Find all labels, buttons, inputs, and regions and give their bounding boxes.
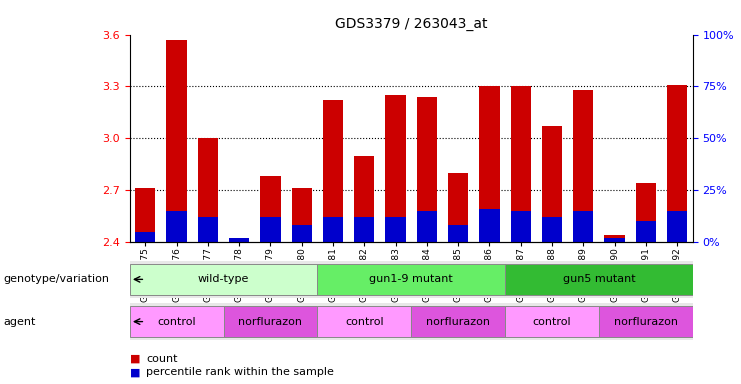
Text: count: count	[146, 354, 178, 364]
Bar	[511, 86, 531, 242]
Bar	[636, 183, 656, 242]
Bar	[667, 211, 688, 242]
Bar	[260, 217, 281, 242]
Bar	[411, 306, 505, 337]
Bar	[323, 217, 343, 242]
Text: percentile rank within the sample: percentile rank within the sample	[146, 367, 334, 377]
Text: ■: ■	[130, 367, 140, 377]
Bar	[135, 232, 156, 242]
Bar	[198, 138, 218, 242]
Bar	[167, 40, 187, 242]
Bar	[260, 176, 281, 242]
Bar	[479, 86, 499, 242]
Bar	[511, 211, 531, 242]
Bar	[542, 126, 562, 242]
Bar	[354, 156, 374, 242]
Text: norflurazon: norflurazon	[426, 316, 491, 327]
Bar	[574, 90, 594, 242]
Bar	[317, 306, 411, 337]
Text: ■: ■	[130, 354, 140, 364]
Bar	[416, 97, 437, 242]
Text: control: control	[533, 316, 571, 327]
Text: gun1-9 mutant: gun1-9 mutant	[369, 274, 453, 285]
Bar	[636, 221, 656, 242]
Bar	[198, 217, 218, 242]
Bar	[605, 235, 625, 242]
Text: genotype/variation: genotype/variation	[4, 274, 110, 285]
Bar	[667, 85, 688, 242]
Text: control: control	[345, 316, 384, 327]
Bar	[317, 264, 505, 295]
Bar	[448, 225, 468, 242]
Bar	[167, 211, 187, 242]
Bar	[542, 217, 562, 242]
Bar	[505, 306, 599, 337]
Bar	[291, 189, 312, 242]
Text: norflurazon: norflurazon	[239, 316, 302, 327]
Title: GDS3379 / 263043_at: GDS3379 / 263043_at	[335, 17, 488, 31]
Bar	[135, 189, 156, 242]
Bar	[599, 306, 693, 337]
Bar	[505, 264, 693, 295]
Bar	[416, 211, 437, 242]
Bar	[229, 238, 249, 242]
Bar	[224, 306, 317, 337]
Bar	[354, 217, 374, 242]
Bar	[130, 306, 224, 337]
Bar	[385, 217, 406, 242]
Text: control: control	[157, 316, 196, 327]
Text: norflurazon: norflurazon	[614, 316, 678, 327]
Bar	[385, 95, 406, 242]
Bar	[605, 238, 625, 242]
Text: wild-type: wild-type	[198, 274, 249, 285]
Bar	[130, 264, 317, 295]
Bar	[574, 211, 594, 242]
Bar	[448, 173, 468, 242]
Text: gun5 mutant: gun5 mutant	[562, 274, 635, 285]
Bar	[479, 209, 499, 242]
Bar	[323, 100, 343, 242]
Bar	[291, 225, 312, 242]
Bar	[229, 238, 249, 242]
Text: agent: agent	[4, 316, 36, 327]
